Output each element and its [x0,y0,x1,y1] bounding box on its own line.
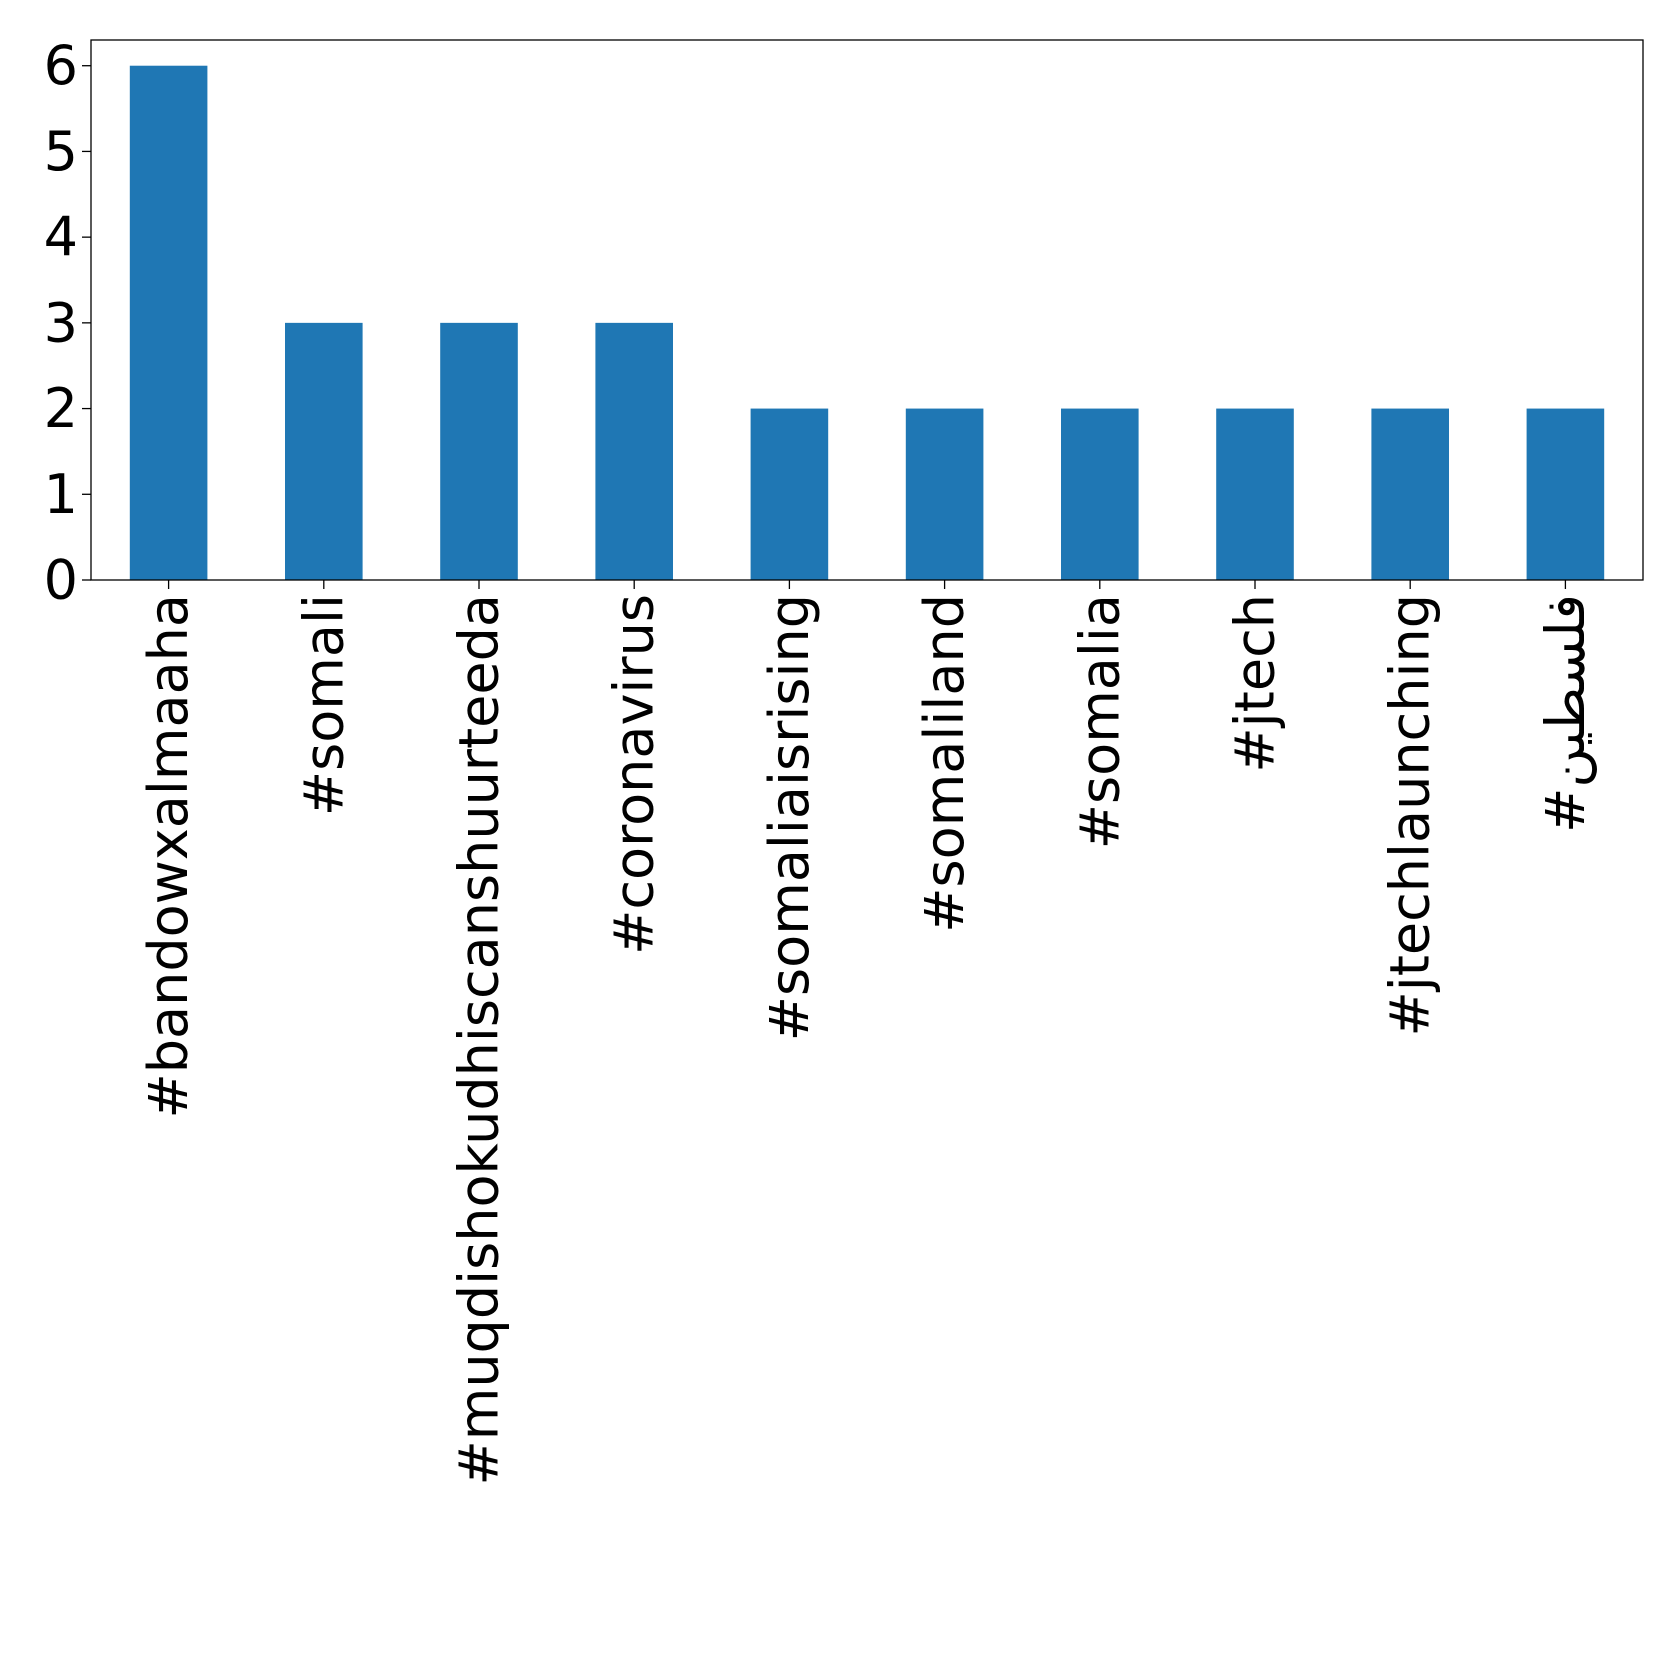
plot-frame [90,39,1644,581]
x-tick-label: #somaliaisrising [758,594,821,1041]
bar [1526,408,1605,580]
x-tick-label: #فلسطين [1534,594,1597,833]
bar [285,322,363,580]
x-tick-label: #somaliland [913,594,976,933]
bar [440,322,518,580]
bar [1216,408,1294,580]
bar [905,408,984,580]
x-axis: #bandowxalmaaha #somali #muqdishokudhiscan… [137,580,1597,1486]
x-tick-label: #somali [292,594,355,816]
bar [129,65,208,580]
bar [1061,408,1139,580]
x-tick-label: #somalia [1068,594,1131,849]
bar [595,322,673,580]
y-tick-label: 1 [44,463,78,526]
y-tick-label: 3 [44,291,78,354]
y-axis: 0 1 2 3 4 5 6 [44,34,91,612]
y-tick-label: 5 [44,120,78,183]
y-tick-label: 0 [44,549,78,612]
x-tick-label: #coronavirus [603,594,666,955]
bar [750,408,829,580]
x-tick-label: #jtechlaunching [1379,594,1442,1037]
x-tick-label: #jtech [1224,594,1287,773]
x-tick-label: #bandowxalmaaha [137,594,200,1118]
y-tick-label: 6 [44,34,78,97]
bar [1371,408,1449,580]
y-tick-label: 4 [44,206,78,269]
y-tick-label: 2 [44,377,78,440]
bars-group [129,65,1605,580]
x-tick-label: #muqdishokudhiscanshuurteeda [448,594,511,1486]
